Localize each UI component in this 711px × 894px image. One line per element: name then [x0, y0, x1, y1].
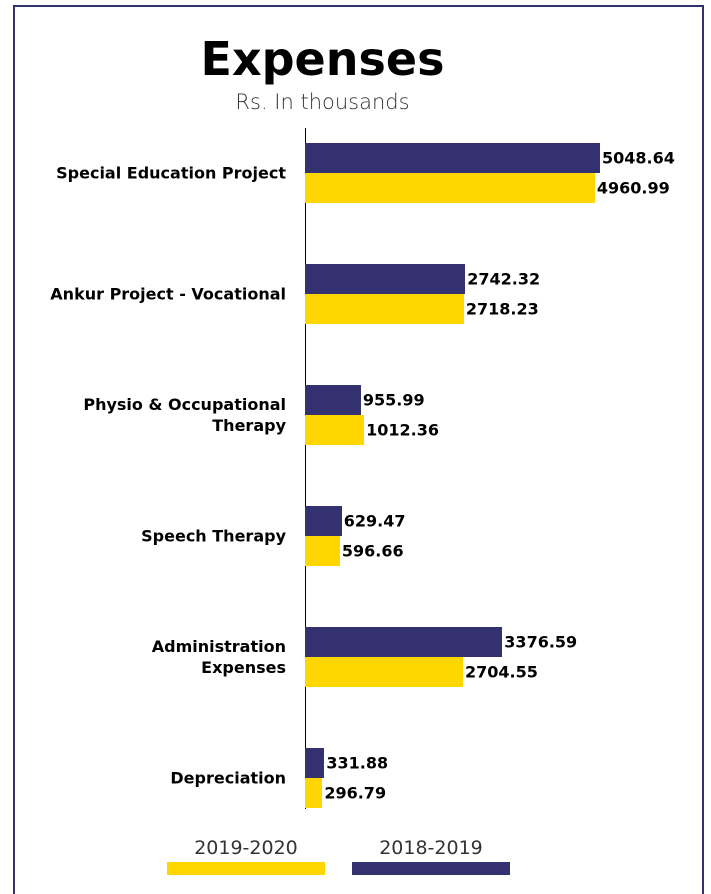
- value-label: 5048.64: [602, 148, 675, 168]
- frame: [13, 5, 704, 894]
- bar: [305, 264, 466, 294]
- category-label: Special Education Project: [56, 163, 286, 183]
- category-label: Physio & Occupational Therapy: [83, 395, 286, 435]
- bar: [305, 143, 600, 173]
- bar: [305, 657, 464, 687]
- bar: [305, 415, 365, 445]
- chart-title: Expenses: [200, 32, 445, 86]
- category-label: Speech Therapy: [141, 526, 286, 546]
- legend-swatch: [352, 862, 510, 875]
- legend-label: 2018-2019: [379, 837, 483, 859]
- value-label: 296.79: [324, 783, 387, 803]
- value-label: 3376.59: [504, 632, 578, 652]
- value-label: 4960.99: [596, 178, 670, 198]
- value-label: 1012.36: [366, 420, 440, 440]
- category-label: Ankur Project - Vocational: [50, 284, 286, 304]
- bar: [305, 173, 595, 203]
- legend-label: 2019-2020: [194, 837, 298, 859]
- bar: [305, 778, 323, 808]
- bar: [305, 536, 340, 566]
- bar: [305, 385, 361, 415]
- value-label: 2704.55: [465, 662, 538, 682]
- value-label: 955.99: [362, 390, 425, 410]
- value-label: 2742.32: [467, 269, 541, 289]
- axis-line: [305, 128, 306, 809]
- value-label: 596.66: [341, 541, 404, 561]
- value-label: 2718.23: [465, 299, 539, 319]
- bar: [305, 506, 342, 536]
- legend-swatch: [167, 862, 325, 875]
- chart-subtitle: Rs. In thousands: [235, 90, 410, 114]
- bar: [305, 748, 325, 778]
- bar: [305, 627, 503, 657]
- category-label: Administration Expenses: [151, 637, 286, 677]
- value-label: 331.88: [326, 753, 389, 773]
- category-label: Depreciation: [170, 768, 286, 788]
- value-label: 629.47: [343, 511, 406, 531]
- bar: [305, 294, 464, 324]
